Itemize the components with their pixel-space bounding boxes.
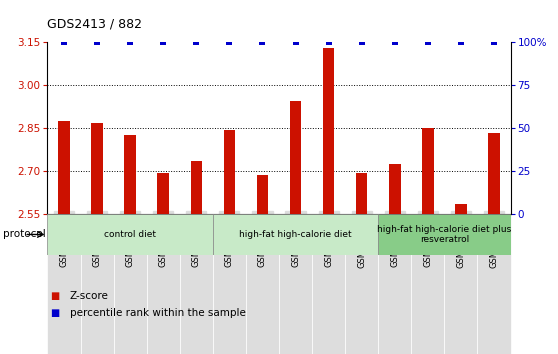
Text: control diet: control diet <box>104 230 156 239</box>
Bar <box>58 121 70 214</box>
Bar <box>47 214 80 354</box>
Bar <box>224 130 235 214</box>
Bar <box>157 173 169 214</box>
Bar <box>455 204 466 214</box>
Bar <box>312 214 345 354</box>
Bar <box>213 214 246 354</box>
Bar <box>389 164 401 214</box>
Bar <box>180 214 213 354</box>
Bar <box>147 214 180 354</box>
Bar <box>190 161 202 214</box>
Bar <box>444 214 478 354</box>
Bar <box>323 48 334 214</box>
Bar <box>478 214 511 354</box>
Bar <box>124 135 136 214</box>
Text: Z-score: Z-score <box>70 291 109 301</box>
Text: percentile rank within the sample: percentile rank within the sample <box>70 308 246 318</box>
Bar <box>422 128 434 214</box>
Bar <box>345 214 378 354</box>
Bar <box>114 214 147 354</box>
Text: high-fat high-calorie diet plus
resveratrol: high-fat high-calorie diet plus resverat… <box>377 225 512 244</box>
Text: ■: ■ <box>50 308 60 318</box>
Bar <box>411 214 444 354</box>
Bar <box>92 122 103 214</box>
Bar <box>80 214 114 354</box>
Bar <box>213 214 378 255</box>
Text: GDS2413 / 882: GDS2413 / 882 <box>47 17 142 30</box>
Bar <box>378 214 511 255</box>
Bar <box>47 214 213 255</box>
Bar <box>290 101 301 214</box>
Bar <box>246 214 279 354</box>
Text: ■: ■ <box>50 291 60 301</box>
Bar <box>356 173 368 214</box>
Text: protocol: protocol <box>3 229 46 239</box>
Bar <box>378 214 411 354</box>
Bar <box>279 214 312 354</box>
Text: high-fat high-calorie diet: high-fat high-calorie diet <box>239 230 352 239</box>
Bar <box>257 176 268 214</box>
Bar <box>488 132 500 214</box>
